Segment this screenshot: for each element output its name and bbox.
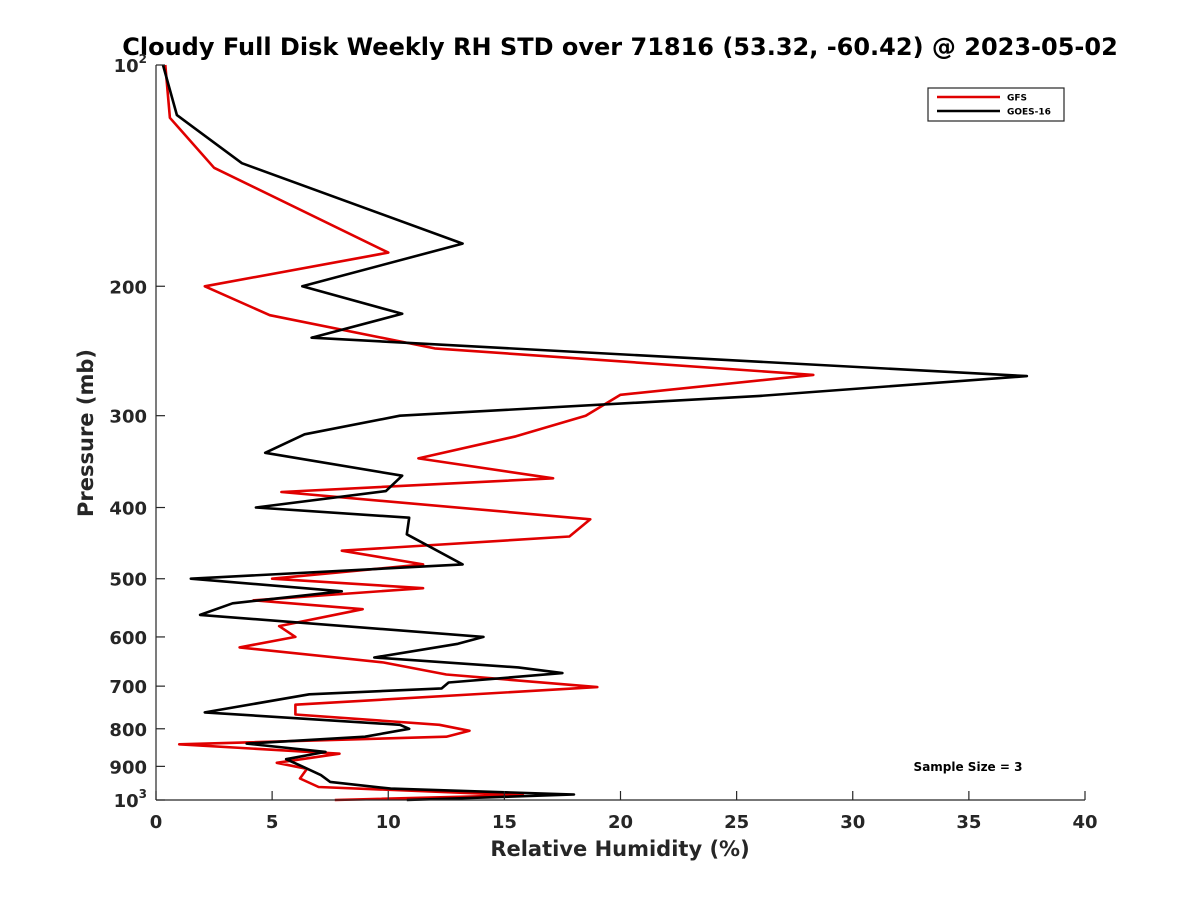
sample-size-annotation: Sample Size = 3 xyxy=(914,760,1023,774)
y-tick-label: 900 xyxy=(109,757,147,778)
series-line-goes-16 xyxy=(161,64,1029,802)
chart-title: Cloudy Full Disk Weekly RH STD over 7181… xyxy=(122,33,1118,61)
x-tick-label: 25 xyxy=(724,812,749,833)
y-tick-label: 700 xyxy=(109,677,147,698)
y-tick-label: 103 xyxy=(114,787,147,812)
plot-area xyxy=(155,64,1085,802)
y-tick-label: 600 xyxy=(109,628,147,649)
y-tick-label: 500 xyxy=(109,570,147,591)
legend: GFS GOES-16 xyxy=(927,87,1065,122)
x-tick-label: 0 xyxy=(150,812,163,833)
x-tick-label: 30 xyxy=(840,812,865,833)
legend-box xyxy=(927,87,1065,122)
series-line-gfs xyxy=(164,64,815,802)
y-tick-label: 300 xyxy=(109,407,147,428)
y-axis-ticks: 102 200 300 400 500 600 700 800 900 103 xyxy=(109,52,165,812)
x-axis-ticks: 0 5 10 15 20 25 30 35 40 xyxy=(150,791,1098,833)
x-tick-label: 35 xyxy=(956,812,981,833)
x-axis-label: Relative Humidity (%) xyxy=(490,837,749,861)
y-tick-label: 800 xyxy=(109,720,147,741)
y-tick-label: 200 xyxy=(109,277,147,298)
y-tick-label: 102 xyxy=(114,52,147,77)
legend-label-gfs: GFS xyxy=(1007,94,1027,104)
x-tick-label: 10 xyxy=(376,812,401,833)
y-axis-label: Pressure (mb) xyxy=(74,349,98,517)
x-tick-label: 20 xyxy=(608,812,633,833)
x-tick-label: 5 xyxy=(266,812,279,833)
x-tick-label: 15 xyxy=(492,812,517,833)
x-tick-label: 40 xyxy=(1072,812,1097,833)
y-tick-label: 400 xyxy=(109,499,147,520)
legend-label-goes-16: GOES-16 xyxy=(1007,108,1051,118)
